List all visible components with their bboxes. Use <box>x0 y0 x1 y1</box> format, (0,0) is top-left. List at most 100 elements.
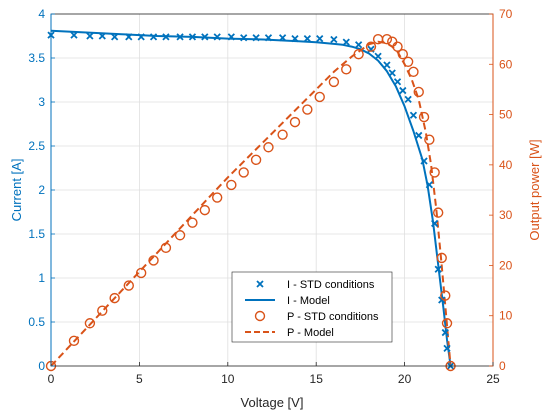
series-line-1 <box>50 29 452 367</box>
y-left-tick-label: 2 <box>38 183 45 197</box>
current-x-marker <box>278 34 287 42</box>
power-circle-marker <box>238 167 249 178</box>
power-circle-marker <box>413 86 424 98</box>
x-tick-label: 5 <box>136 372 143 386</box>
power-circle-marker <box>436 252 447 264</box>
y-left-tick-label: 0 <box>38 359 45 373</box>
power-circle-marker <box>263 142 274 153</box>
x-tick-label: 10 <box>221 372 235 386</box>
current-x-marker <box>111 33 119 41</box>
power-circle-marker <box>123 280 134 291</box>
legend-entry-p-model: P - Model <box>245 327 334 339</box>
current-x-marker <box>342 38 350 46</box>
current-x-marker <box>374 52 382 60</box>
y-right-axis-title: Output power [W] <box>527 139 542 240</box>
power-circle-marker <box>392 41 403 52</box>
current-x-marker <box>330 35 338 44</box>
axis-ticks: 0 5 10 15 20 2500.511.522.533.540102030405060… <box>28 7 512 386</box>
current-x-marker <box>176 33 184 41</box>
current-x-marker <box>188 33 197 41</box>
legend-x-marker-icon <box>256 280 264 288</box>
power-circle-marker <box>277 129 288 140</box>
power-circle-marker <box>187 217 198 228</box>
current-x-marker <box>162 33 170 41</box>
current-x-marker <box>420 157 428 165</box>
current-x-marker <box>425 181 433 189</box>
y-left-tick-label: 1 <box>38 271 45 285</box>
current-x-marker <box>415 131 423 140</box>
legend-entry-p-std: P - STD conditions <box>254 310 379 323</box>
power-circle-marker <box>418 111 430 123</box>
power-circle-marker <box>211 192 223 203</box>
current-x-marker <box>409 111 418 119</box>
x-axis-title: Voltage [V] <box>241 395 304 410</box>
power-circle-marker <box>429 167 440 178</box>
current-x-marker <box>70 31 78 39</box>
current-x-marker <box>291 35 299 43</box>
y-right-tick-label: 50 <box>499 108 513 122</box>
current-x-marker <box>201 33 209 41</box>
current-x-marker <box>86 32 94 40</box>
y-left-axis-title: Current [A] <box>9 159 24 222</box>
current-x-marker <box>240 34 248 42</box>
power-circle-marker <box>135 267 147 279</box>
power-circle-marker <box>199 204 211 216</box>
power-circle-marker <box>97 305 108 316</box>
y-right-tick-label: 70 <box>499 7 513 21</box>
legend-label-i-std: I - STD conditions <box>287 279 375 291</box>
y-right-tick-label: 60 <box>499 57 513 71</box>
power-circle-marker <box>397 49 409 60</box>
current-x-marker <box>431 219 439 228</box>
current-x-marker <box>252 34 260 42</box>
power-circle-marker <box>250 154 262 166</box>
power-circle-marker <box>402 56 414 67</box>
current-x-marker <box>443 344 451 353</box>
power-circle-marker <box>424 134 435 145</box>
power-circle-marker <box>160 242 172 254</box>
current-x-marker <box>137 33 145 41</box>
power-circle-marker <box>408 66 419 78</box>
power-circle-marker <box>432 207 444 218</box>
power-circle-marker <box>441 318 453 329</box>
current-x-marker <box>404 95 412 103</box>
legend: I - STD conditions I - Model P - STD con… <box>231 271 393 343</box>
current-x-marker <box>98 32 106 40</box>
power-circle-marker <box>68 335 80 347</box>
x-tick-label: 20 <box>398 372 412 386</box>
power-circle-marker <box>289 116 301 128</box>
legend-entry-i-std: I - STD conditions <box>256 279 375 291</box>
current-x-marker <box>125 33 133 41</box>
legend-label-p-model: P - Model <box>287 327 334 339</box>
x-tick-label: 15 <box>310 372 324 386</box>
current-x-marker <box>393 78 402 86</box>
y-left-tick-label: 3.5 <box>28 51 45 65</box>
current-x-marker <box>354 41 363 49</box>
current-x-marker <box>227 33 235 41</box>
power-circle-marker <box>174 230 186 241</box>
current-x-marker <box>399 86 407 95</box>
power-circle-marker <box>440 290 451 301</box>
power-circle-marker <box>84 318 96 329</box>
current-x-marker <box>264 34 273 42</box>
x-tick-label: 25 <box>486 372 500 386</box>
power-circle-marker <box>328 76 340 88</box>
power-circle-marker <box>365 41 377 52</box>
y-left-tick-label: 3 <box>38 95 45 109</box>
legend-entry-i-model: I - Model <box>245 295 330 307</box>
y-left-tick-label: 0.5 <box>28 315 45 329</box>
power-circle-marker <box>314 91 325 103</box>
current-x-marker <box>441 328 449 337</box>
current-x-marker <box>383 61 391 69</box>
y-left-tick-label: 4 <box>38 7 45 21</box>
power-circle-marker <box>302 104 313 115</box>
series-line-3 <box>50 40 452 367</box>
current-x-marker <box>316 35 324 43</box>
current-x-marker <box>149 33 158 41</box>
y-right-tick-label: 0 <box>499 359 506 373</box>
y-right-tick-label: 10 <box>499 309 513 323</box>
power-circle-marker <box>148 255 159 266</box>
current-x-marker <box>303 35 311 43</box>
legend-circle-marker-icon <box>254 310 266 322</box>
current-x-marker <box>438 296 446 304</box>
